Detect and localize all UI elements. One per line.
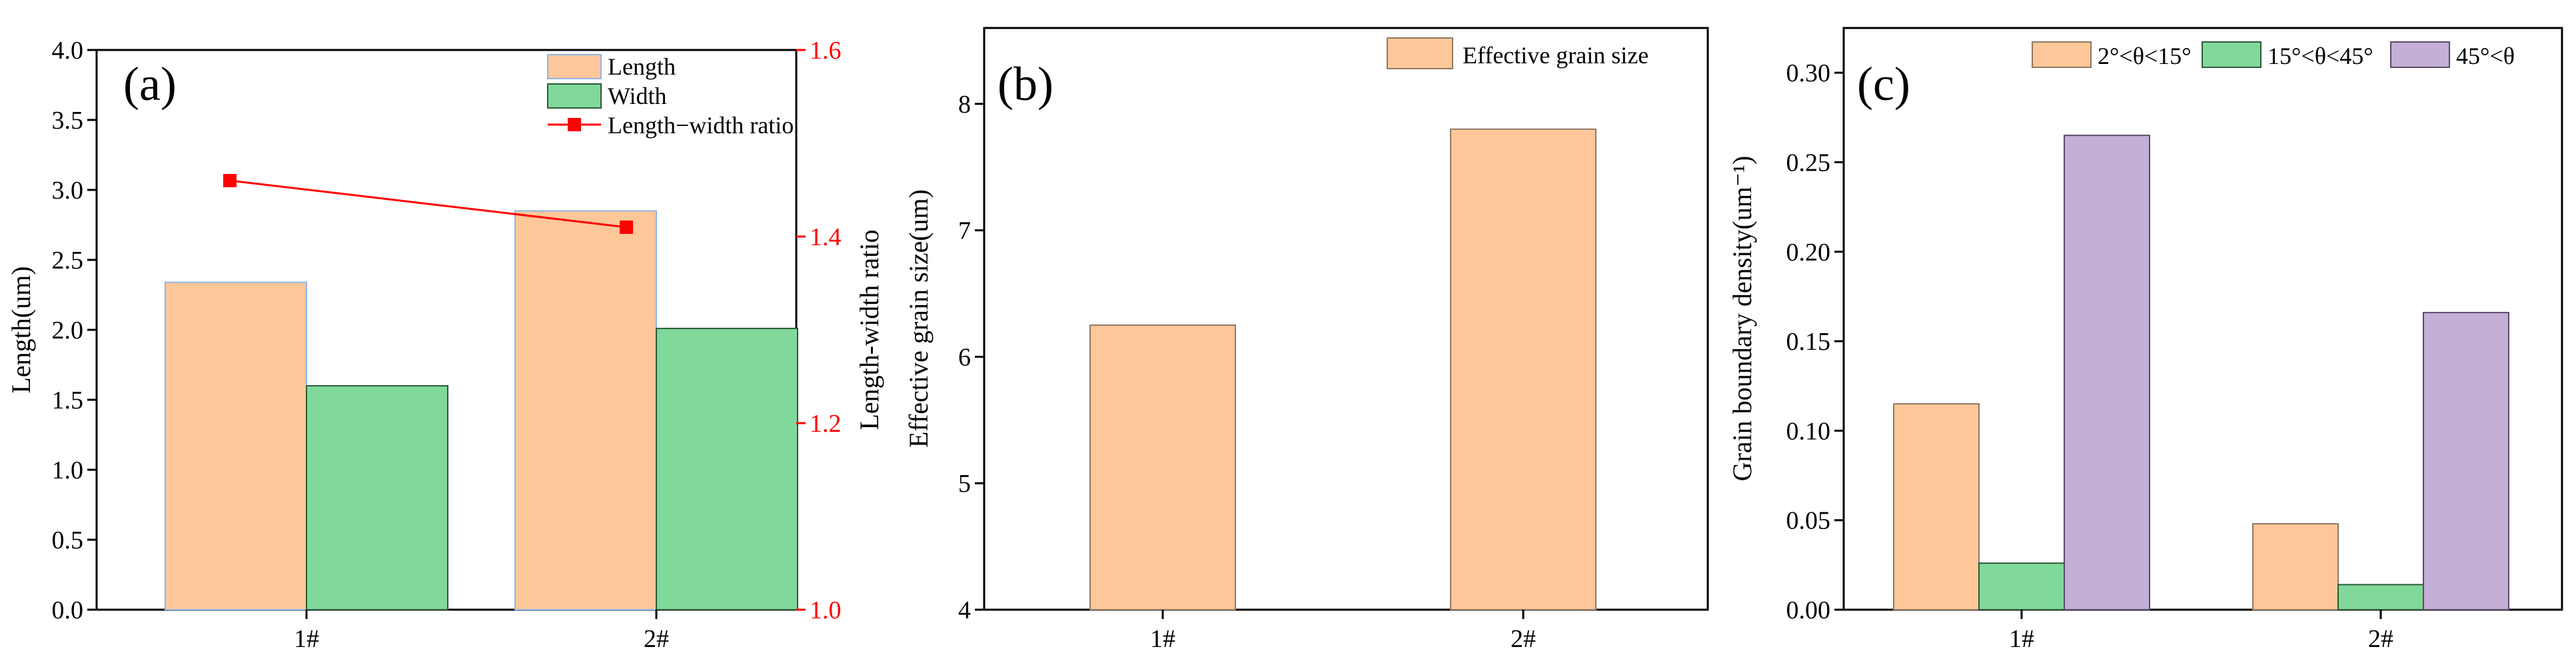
panel-b-xtick-label: 2#	[1511, 625, 1536, 653]
line-length-width-ratio	[229, 179, 627, 229]
panel-b-legend: Effective grain size	[1387, 37, 1648, 69]
bar-length-2	[514, 210, 657, 610]
panel-b-y-axis-label: Effective grain size(um)	[904, 189, 934, 448]
legend-label-mid-angle: 15°<θ<45°	[2267, 43, 2373, 69]
panel-a-ytick-label: 2.5	[52, 247, 84, 275]
panel-c-ytick-label: 0.10	[1786, 417, 1831, 445]
panel-c: 0.00 0.05 0.10 0.15 0.20 0.25 0.30 1# 2# (c) Gr…	[1727, 27, 2563, 653]
panel-b-ytick-label: 4	[958, 596, 971, 624]
bar-mid-angle-2	[2337, 584, 2424, 611]
panel-a-y-axis-label: Length(um)	[6, 266, 36, 393]
legend-swatch-low-angle	[2032, 41, 2092, 68]
panel-b-xtick-label: 1#	[1150, 625, 1175, 653]
panel-b-ytick-label: 8	[958, 91, 971, 119]
panel-a-ytick-label: 1.5	[52, 386, 84, 414]
panel-b-ytick-label: 5	[958, 470, 971, 498]
panel-c-label: (c)	[1857, 57, 1910, 111]
panel-a-ytick-right-label: 1.4	[810, 223, 842, 251]
panel-c-xtick-label: 1#	[2009, 625, 2034, 653]
panel-b-ytick-label: 7	[958, 217, 971, 245]
panel-a: 0.0 0.5 1.0 1.5 2.0 2.5 3.0 3.5 4.0 1.0 1.2 1.4 1.6…	[6, 37, 884, 653]
panel-a-ytick-label: 0.0	[52, 596, 84, 624]
panel-a-ytick-label: 3.5	[52, 107, 84, 135]
legend-label-width: Width	[608, 83, 667, 109]
panel-a-ytick-label: 1.0	[52, 456, 84, 484]
panel-a-right-axis-label: Length-width ratio	[854, 229, 884, 430]
bar-width-1	[306, 385, 448, 610]
point-length-width-ratio-2	[620, 221, 633, 234]
legend-label-length: Length	[608, 53, 676, 80]
legend-marker-ratio	[568, 118, 581, 131]
legend-label-high-angle: 45°<θ	[2456, 43, 2515, 69]
panel-c-ytick-label: 0.25	[1786, 149, 1831, 177]
panel-b-plot-frame	[983, 27, 1709, 611]
panel-a-ytick-label: 0.5	[52, 526, 84, 554]
panel-b-ytick-label: 6	[958, 343, 971, 371]
panel-c-y-axis-label-text: Grain boundary density(um⁻¹)	[1727, 156, 1757, 482]
legend-label-effective-grain-size: Effective grain size	[1463, 42, 1648, 69]
point-length-width-ratio-1	[223, 174, 237, 187]
panel-c-xtick-label: 2#	[2368, 625, 2393, 653]
legend-label-low-angle: 2°<θ<15°	[2098, 43, 2192, 69]
bar-length-1	[165, 281, 307, 610]
panel-a-xtick-label: 2#	[644, 625, 669, 653]
bar-high-angle-1	[2064, 135, 2150, 610]
bar-low-angle-2	[2252, 523, 2339, 611]
bar-mid-angle-1	[1978, 562, 2065, 610]
legend-swatch-length	[547, 54, 602, 79]
panel-a-ytick-label: 3.0	[52, 177, 84, 205]
panel-a-ytick-right-label: 1.2	[810, 410, 842, 438]
panel-c-y-axis-label: Grain boundary density(um⁻¹)	[1727, 156, 1757, 482]
legend-label-ratio: Length−width ratio	[608, 112, 794, 139]
panel-a-xtick-label: 1#	[294, 625, 319, 653]
bar-effective-grain-size-1	[1089, 324, 1236, 610]
panel-a-ytick-label: 2.0	[52, 317, 84, 344]
panel-a-ytick-right-label: 1.0	[810, 596, 842, 624]
legend-swatch-mid-angle	[2202, 41, 2261, 68]
panel-c-ytick-label: 0.05	[1786, 507, 1831, 535]
panel-a-legend: Length Width Length−width ratio	[547, 53, 794, 139]
panel-c-ytick-label: 0.20	[1786, 239, 1831, 267]
panel-a-ytick-label: 4.0	[52, 37, 84, 65]
panel-c-ytick-label: 0.15	[1786, 328, 1831, 356]
panel-a-label: (a)	[123, 57, 177, 111]
panel-c-ytick-label: 0.30	[1786, 59, 1831, 87]
panel-c-plot-frame	[1842, 27, 2563, 611]
panel-c-legend: 2°<θ<15° 15°<θ<45° 45°<θ	[2032, 41, 2515, 69]
legend-swatch-effective-grain-size	[1387, 37, 1453, 69]
bar-width-2	[656, 327, 798, 610]
bar-low-angle-1	[1893, 403, 1980, 610]
legend-swatch-width	[547, 83, 602, 109]
panel-b-label: (b)	[997, 57, 1053, 111]
panel-a-ytick-right-label: 1.6	[810, 37, 842, 65]
panel-c-ytick-label: 0.00	[1786, 596, 1831, 624]
legend-swatch-high-angle	[2390, 41, 2450, 68]
bar-high-angle-2	[2423, 312, 2509, 610]
bar-effective-grain-size-2	[1450, 128, 1597, 610]
